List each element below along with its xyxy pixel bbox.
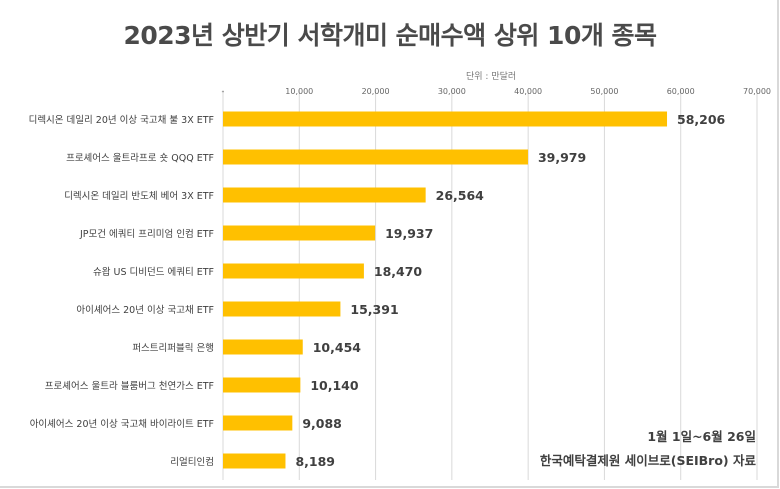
bar [223,187,426,203]
data-label: 10,140 [310,378,359,393]
category-label: 프로셰어스 울트라프로 숏 QQQ ETF [66,153,214,164]
data-label: 9,088 [302,416,342,431]
x-tick-label: 10,000 [285,87,313,96]
bar [223,339,303,355]
source-note: 한국예탁결제원 세이브로(SEIBro) 자료 [539,453,756,468]
bar [223,263,364,279]
unit-label: 단위 : 만달러 [466,72,517,82]
category-label: 리얼티인컴 [170,456,214,468]
x-tick-label: 40,000 [514,87,542,96]
x-tick-label: 30,000 [438,87,466,96]
data-label: 26,564 [436,188,485,203]
x-tick-label: 70,000 [743,87,771,96]
bar [223,111,668,127]
x-tick-label: 60,000 [667,87,695,96]
category-label: 아이셰어스 20년 이상 국고채 바이라이트 ETF [30,419,214,430]
category-label: 디렉시온 데일리 20년 이상 국고채 불 3X ETF [29,115,214,126]
category-label: 프로셰어스 울트라 블룸버그 천연가스 ETF [45,381,214,392]
category-label: 아이셰어스 20년 이상 국고채 ETF [76,305,214,316]
data-label: 58,206 [677,112,726,127]
data-label: 15,391 [350,302,398,317]
data-label: 8,189 [295,454,335,469]
category-label: 디렉시온 데일리 반도체 베어 3X ETF [64,191,214,202]
data-label: 39,979 [538,150,586,165]
bar [223,225,376,241]
data-label: 10,454 [313,340,362,355]
bar [223,377,301,393]
x-tick-label: - [222,87,225,96]
data-label: 18,470 [374,264,423,279]
bar [223,453,286,469]
bar [223,301,341,317]
chart-title: 2023년 상반기 서학개미 순매수액 상위 10개 종목 [123,21,657,50]
data-label: 19,937 [385,226,433,241]
x-tick-label: 20,000 [362,87,390,96]
category-label: 퍼스트리퍼블릭 은행 [132,342,214,354]
category-label: JP모건 에쿼티 프리미엄 인컴 ETF [79,228,214,240]
x-tick-label: 50,000 [590,87,618,96]
category-label: 슈왑 US 디비던드 에쿼티 ETF [93,267,214,278]
bar [223,149,528,165]
bar [223,415,293,431]
period-note: 1월 1일~6월 26일 [647,429,756,444]
